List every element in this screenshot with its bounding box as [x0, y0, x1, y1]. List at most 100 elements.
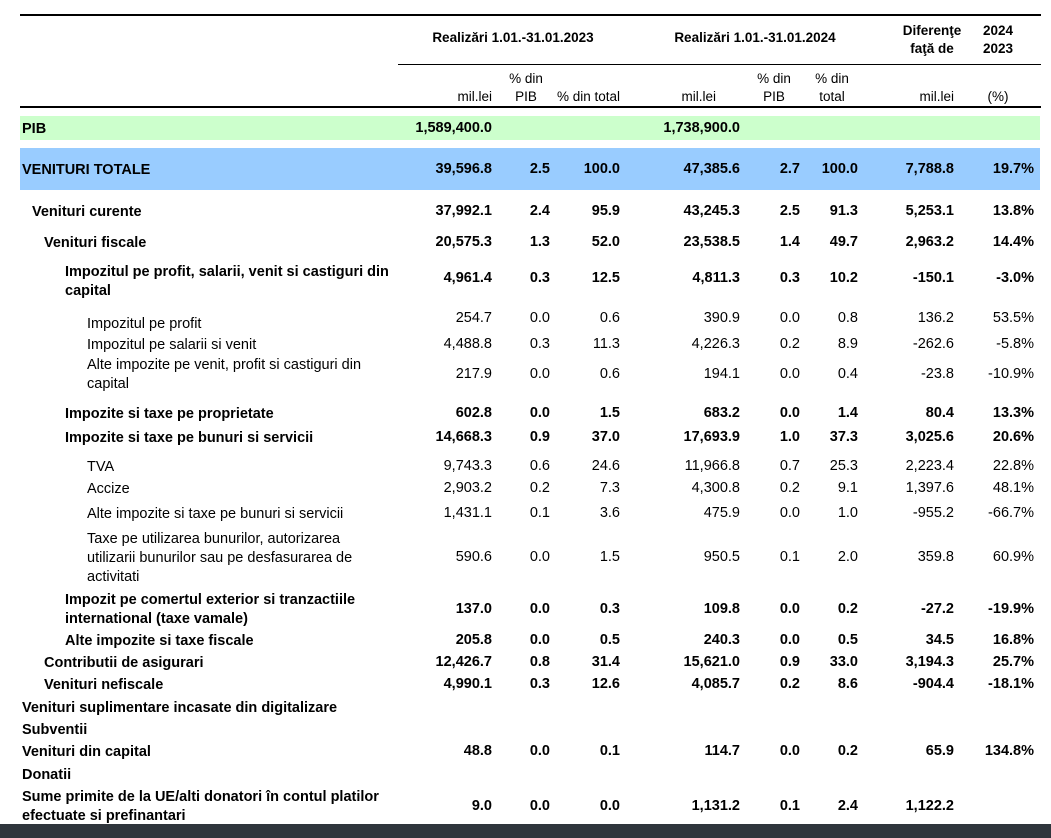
- cell-pct-pib-2023: 2.5: [529, 161, 550, 177]
- cell-diff-value: -955.2: [912, 505, 954, 521]
- cell-diff-value: -262.6: [912, 336, 954, 352]
- cell-diff-value: 1,122.2: [905, 798, 954, 814]
- cell-pct-total-2023: 7.3: [599, 480, 620, 496]
- row-label: Impozite si taxe pe bunuri si servicii: [65, 430, 314, 446]
- cell-value-2024: 47,385.6: [683, 161, 740, 177]
- row-label: VENITURI TOTALE: [22, 162, 151, 178]
- cell-pct-total-2024: 2.4: [837, 798, 858, 814]
- cell-pct-total-2023: 12.6: [591, 676, 620, 692]
- cell-pct-pib-2023: 0.3: [529, 270, 550, 286]
- row-label: Venituri curente: [32, 204, 142, 220]
- cell-diff-pct: 22.8%: [992, 458, 1034, 474]
- cell-diff-value: 1,397.6: [905, 480, 954, 496]
- cell-pct-total-2024: 1.4: [837, 405, 858, 421]
- cell-pct-pib-2023: 0.0: [529, 405, 550, 421]
- cell-diff-value: 136.2: [917, 310, 954, 326]
- cell-diff-pct: -19.9%: [988, 601, 1034, 617]
- cell-value-2023: 590.6: [455, 549, 492, 565]
- cell-pct-total-2024: 8.9: [837, 336, 858, 352]
- cell-value-2024: 15,621.0: [683, 654, 740, 670]
- cell-value-2024: 390.9: [703, 310, 740, 326]
- cell-pct-total-2024: 25.3: [829, 458, 858, 474]
- cell-pct-total-2023: 1.5: [599, 549, 620, 565]
- cell-pct-total-2024: 37.3: [829, 429, 858, 445]
- cell-pct-total-2023: 0.6: [599, 310, 620, 326]
- cell-diff-value: 2,223.4: [905, 458, 954, 474]
- header-year-2024: 2024: [982, 23, 1014, 38]
- cell-pct-pib-2023: 0.0: [529, 632, 550, 648]
- bottom-bar: [0, 824, 1051, 838]
- cell-diff-value: 34.5: [925, 632, 954, 648]
- cell-pct-pib-2024: 0.2: [779, 480, 800, 496]
- row-label: TVA: [87, 459, 115, 475]
- cell-pct-pib-2024: 0.1: [779, 549, 800, 565]
- cell-diff-pct: -3.0%: [996, 270, 1034, 286]
- sub-pct-pib-2024-l2: PIB: [763, 89, 785, 104]
- cell-pct-pib-2024: 2.7: [779, 161, 800, 177]
- cell-pct-pib-2023: 0.0: [529, 743, 550, 759]
- cell-pct-total-2024: 0.8: [837, 310, 858, 326]
- cell-pct-pib-2023: 0.0: [529, 549, 550, 565]
- cell-pct-pib-2024: 0.9: [779, 654, 800, 670]
- cell-pct-pib-2024: 0.0: [779, 505, 800, 521]
- cell-value-2024: 109.8: [703, 601, 740, 617]
- cell-pct-total-2023: 37.0: [591, 429, 620, 445]
- cell-pct-total-2024: 91.3: [829, 203, 858, 219]
- cell-pct-total-2024: 0.2: [837, 743, 858, 759]
- cell-pct-total-2024: 0.4: [837, 366, 858, 382]
- cell-value-2023: 254.7: [455, 310, 492, 326]
- cell-pct-pib-2024: 0.0: [779, 310, 800, 326]
- row-label: Venituri nefiscale: [44, 677, 164, 693]
- cell-value-2023: 602.8: [455, 405, 492, 421]
- cell-pct-total-2024: 10.2: [829, 270, 858, 286]
- sub-mil-2024: mil.lei: [681, 89, 716, 104]
- cell-pct-total-2024: 8.6: [837, 676, 858, 692]
- cell-diff-pct: 14.4%: [992, 234, 1034, 250]
- cell-value-2023: 2,903.2: [443, 480, 492, 496]
- cell-diff-value: -150.1: [912, 270, 954, 286]
- cell-pct-total-2024: 2.0: [837, 549, 858, 565]
- cell-value-2023: 9.0: [471, 798, 492, 814]
- cell-value-2023: 14,668.3: [435, 429, 492, 445]
- cell-pct-total-2024: 1.0: [837, 505, 858, 521]
- cell-pct-total-2023: 0.1: [599, 743, 620, 759]
- row-label: PIB: [22, 121, 47, 137]
- cell-diff-value: -904.4: [912, 676, 954, 692]
- cell-diff-pct: 25.7%: [992, 654, 1034, 670]
- cell-value-2024: 950.5: [703, 549, 740, 565]
- cell-diff-pct: -18.1%: [988, 676, 1034, 692]
- cell-value-2024: 4,226.3: [691, 336, 740, 352]
- cell-diff-value: 65.9: [925, 743, 954, 759]
- cell-pct-total-2023: 52.0: [591, 234, 620, 250]
- cell-pct-total-2023: 11.3: [592, 336, 620, 352]
- cell-pct-pib-2024: 1.4: [779, 234, 800, 250]
- cell-diff-value: 2,963.2: [905, 234, 954, 250]
- cell-pct-pib-2023: 2.4: [529, 203, 550, 219]
- cell-value-2024: 114.7: [704, 743, 741, 759]
- cell-diff-value: 359.8: [917, 549, 954, 565]
- sub-pct-pib-2023-l1: % din: [509, 71, 543, 86]
- cell-value-2023: 20,575.3: [435, 234, 492, 250]
- row-label: Alte impozite pe venit, profit si castig…: [87, 357, 362, 392]
- cell-value-2023: 39,596.8: [435, 161, 492, 177]
- cell-value-2023: 205.8: [455, 632, 492, 648]
- cell-pct-pib-2023: 0.1: [529, 505, 550, 521]
- cell-pct-total-2023: 0.0: [599, 798, 620, 814]
- header-mid-rule: [398, 64, 1041, 65]
- cell-pct-total-2023: 24.6: [591, 458, 620, 474]
- header-period-2024: Realizări 1.01.-31.01.2024: [674, 30, 836, 45]
- cell-diff-value: -27.2: [920, 601, 954, 617]
- cell-diff-pct: 48.1%: [992, 480, 1034, 496]
- row-label: Alte impozite si taxe pe bunuri si servi…: [87, 506, 344, 522]
- cell-value-2024: 43,245.3: [683, 203, 740, 219]
- cell-diff-pct: 20.6%: [992, 429, 1034, 445]
- cell-pct-pib-2024: 2.5: [779, 203, 800, 219]
- row-label: Venituri fiscale: [44, 235, 147, 251]
- cell-value-2024: 475.9: [703, 505, 740, 521]
- header-top-rule: [20, 14, 1041, 16]
- cell-pct-total-2023: 3.6: [599, 505, 620, 521]
- sub-pct-pib-2023-l2: PIB: [515, 89, 537, 104]
- cell-diff-pct: 13.3%: [992, 405, 1034, 421]
- row-label: Subventii: [22, 722, 88, 738]
- row-label: Taxe pe utilizarea bunurilor, autorizare…: [87, 531, 353, 585]
